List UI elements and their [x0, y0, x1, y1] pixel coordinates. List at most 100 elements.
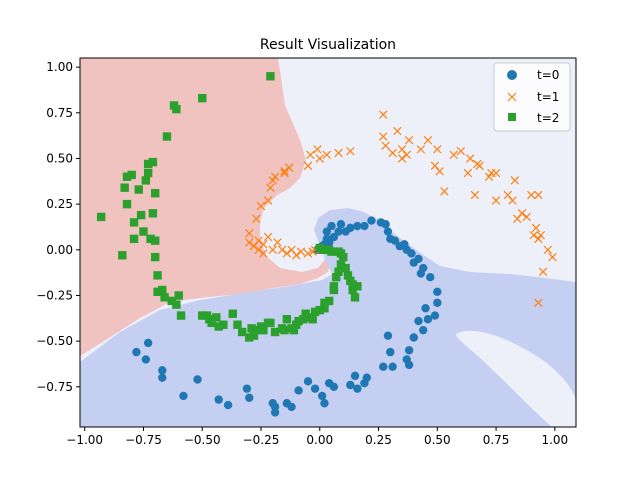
y-axis: −0.75 −0.50 −0.25 0.00 0.25 0.50 0.75 1.00 — [36, 60, 80, 394]
data-point-t1 — [440, 187, 449, 196]
x-axis: −1.00 −0.75 −0.50 −0.25 0.00 0.25 0.50 0.75 1.00 — [66, 427, 568, 447]
data-point-t2 — [167, 296, 176, 306]
series-t1 — [245, 110, 557, 308]
data-point-t1 — [531, 223, 541, 233]
data-point-t2 — [158, 285, 167, 295]
data-point-t2 — [129, 218, 139, 227]
data-point-t2 — [332, 273, 341, 282]
data-point-t2 — [228, 309, 237, 318]
data-point-t1 — [456, 146, 466, 156]
series-t0 — [132, 216, 442, 417]
data-point-t1 — [510, 176, 520, 185]
data-point-t2 — [233, 320, 242, 329]
x-tick-label: −1.00 — [66, 433, 103, 447]
data-point-t0 — [327, 221, 336, 231]
data-point-t1 — [522, 212, 531, 222]
data-point-t1 — [306, 150, 315, 160]
legend-label-t0: t=0 — [537, 68, 559, 82]
data-point-t2 — [136, 210, 146, 220]
data-point-t1 — [379, 132, 388, 141]
data-point-t2 — [259, 325, 268, 335]
data-point-t1 — [266, 183, 275, 192]
data-point-t0 — [329, 382, 339, 392]
data-point-t1 — [470, 190, 480, 200]
data-point-t0 — [287, 402, 296, 412]
data-point-t0 — [409, 258, 419, 267]
data-point-t2 — [245, 333, 254, 342]
data-point-t2 — [341, 263, 350, 273]
data-point-t2 — [324, 245, 334, 255]
data-point-t2 — [151, 236, 160, 245]
data-point-t2 — [122, 199, 132, 209]
data-point-t1 — [527, 190, 536, 200]
data-point-t1 — [268, 245, 277, 255]
data-point-t2 — [315, 305, 324, 315]
data-point-t2 — [146, 234, 155, 244]
data-point-t0 — [426, 273, 435, 282]
data-point-t0 — [433, 298, 442, 307]
data-point-t2 — [310, 307, 320, 317]
data-point-t1 — [381, 141, 390, 150]
data-point-t1 — [423, 135, 433, 145]
data-point-t1 — [252, 214, 261, 223]
data-point-t2 — [237, 327, 247, 337]
data-point-t2 — [334, 267, 343, 276]
y-tick-label: 0.50 — [46, 151, 73, 165]
data-point-t1 — [346, 146, 355, 156]
data-point-t1 — [270, 172, 280, 181]
data-point-t2 — [143, 168, 153, 178]
data-point-t0 — [245, 393, 254, 402]
x-tick-label: 0.50 — [424, 433, 451, 447]
data-point-t0 — [419, 325, 428, 335]
data-point-t2 — [198, 93, 207, 103]
x-tick-label: −0.75 — [125, 433, 162, 447]
data-point-t1 — [475, 161, 484, 171]
data-point-t2 — [266, 72, 275, 81]
x-tick-label: 1.00 — [541, 433, 568, 447]
legend-marker-t1 — [507, 92, 517, 102]
data-point-t1 — [254, 245, 263, 255]
data-point-t0 — [329, 232, 339, 242]
legend-marker-t0 — [507, 70, 517, 80]
data-point-t1 — [322, 150, 332, 160]
data-point-t2 — [294, 316, 303, 326]
data-point-t1 — [249, 241, 259, 251]
data-point-t1 — [508, 196, 517, 205]
series-t2 — [96, 72, 362, 342]
data-point-t1 — [517, 209, 527, 218]
data-point-t0 — [386, 234, 395, 244]
data-point-t2 — [176, 311, 186, 320]
data-point-t1 — [491, 196, 501, 205]
y-tick-label: −0.75 — [36, 380, 73, 394]
data-point-t0 — [223, 400, 233, 410]
data-point-t0 — [322, 227, 332, 236]
data-point-t2 — [320, 298, 329, 307]
data-point-t2 — [129, 234, 139, 244]
data-point-t0 — [353, 384, 362, 393]
data-point-t1 — [404, 135, 414, 145]
x-tick-label: 0.00 — [306, 433, 333, 447]
data-point-t1 — [282, 249, 292, 258]
data-point-t0 — [334, 227, 343, 236]
data-point-t2 — [249, 331, 259, 340]
data-point-t2 — [141, 176, 151, 185]
data-point-t0 — [242, 384, 252, 393]
data-point-t1 — [534, 234, 543, 244]
data-point-t0 — [346, 380, 355, 390]
data-point-t1 — [313, 145, 322, 154]
data-point-t0 — [132, 347, 141, 357]
y-tick-label: 0.75 — [46, 106, 73, 120]
data-point-t0 — [362, 373, 371, 382]
data-point-t0 — [336, 220, 346, 229]
data-point-t2 — [348, 285, 357, 295]
data-point-t0 — [350, 371, 360, 381]
data-point-t1 — [538, 267, 548, 276]
x-tick-label: −0.25 — [243, 433, 280, 447]
data-point-t1 — [263, 232, 273, 242]
data-point-t0 — [341, 227, 350, 236]
data-point-t2 — [153, 271, 162, 280]
data-point-t0 — [386, 347, 395, 357]
data-point-t0 — [395, 241, 404, 251]
data-point-t0 — [143, 338, 153, 348]
